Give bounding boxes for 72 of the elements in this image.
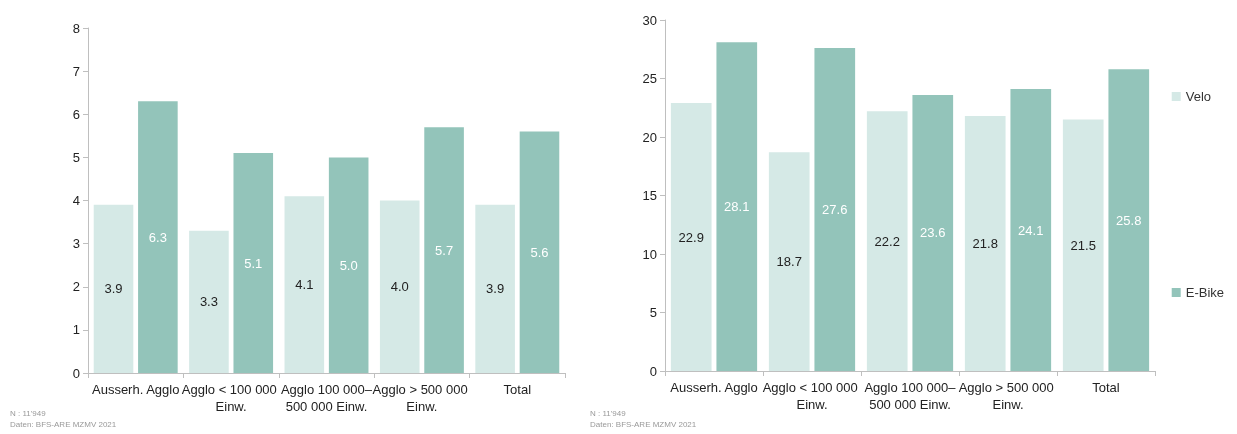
bar bbox=[866, 111, 908, 371]
bar bbox=[475, 204, 515, 373]
data-label: 23.6 bbox=[920, 225, 946, 241]
data-label: 21.8 bbox=[972, 235, 998, 251]
y-tick-label: 5 bbox=[72, 149, 80, 165]
x-tick-label: Ausserh. Agglo bbox=[670, 380, 758, 395]
bar bbox=[284, 196, 325, 373]
x-tick-label: Total bbox=[1092, 380, 1120, 395]
data-label: 3.3 bbox=[199, 294, 218, 310]
text: Daten: BFS-ARE MZMV 2021 bbox=[10, 419, 117, 429]
y-tick-label: 2 bbox=[72, 279, 80, 295]
x-tick-label: Agglo < 100 000 Einw. bbox=[762, 380, 862, 412]
data-label: 3.9 bbox=[486, 281, 505, 297]
y-tick-label: 5 bbox=[649, 305, 657, 320]
x-tick-label: Agglo 100 000–500 000 Einw. bbox=[280, 382, 373, 414]
data-label: 25.8 bbox=[1116, 212, 1142, 228]
y-tick-label: 10 bbox=[642, 246, 657, 262]
text: N : 11'949 bbox=[590, 408, 627, 418]
data-label: 18.7 bbox=[776, 254, 802, 270]
legend-label: E-Bike bbox=[1185, 285, 1225, 300]
data-label: 5.7 bbox=[435, 242, 454, 258]
x-tick-label: Total bbox=[503, 382, 532, 397]
data-label: 5.6 bbox=[530, 244, 549, 260]
data-label: 5.0 bbox=[339, 257, 358, 273]
bar bbox=[964, 115, 1006, 371]
bar bbox=[768, 152, 810, 371]
y-tick-label: 7 bbox=[72, 63, 80, 79]
data-label: 22.9 bbox=[678, 229, 704, 245]
text: N : 11'949 bbox=[10, 408, 47, 418]
bar bbox=[233, 153, 274, 373]
y-tick-label: 0 bbox=[72, 365, 80, 381]
bar bbox=[912, 94, 954, 371]
data-label: 5.1 bbox=[244, 255, 263, 271]
y-tick-label: 15 bbox=[642, 188, 657, 203]
bar bbox=[1108, 69, 1150, 371]
legend-label: Velo bbox=[1185, 89, 1212, 104]
bar bbox=[379, 200, 420, 373]
data-label: 6.3 bbox=[148, 229, 167, 245]
y-tick-label: 6 bbox=[72, 106, 80, 122]
bar bbox=[189, 230, 229, 373]
x-tick-label: Agglo > 500 000 Einw. bbox=[372, 382, 472, 414]
data-label: 27.6 bbox=[822, 202, 848, 218]
x-tick-label: Ausserh. Agglo bbox=[91, 382, 180, 397]
data-label: 4.0 bbox=[390, 279, 409, 295]
x-tick-label: Agglo < 100 000 Einw. bbox=[181, 382, 281, 414]
bar bbox=[138, 101, 178, 373]
y-tick-label: 8 bbox=[72, 20, 80, 36]
x-tick-label: Agglo > 500 000 Einw. bbox=[958, 380, 1058, 412]
y-tick-label: 25 bbox=[642, 71, 657, 86]
y-tick-label: 1 bbox=[72, 322, 80, 338]
bar bbox=[814, 48, 856, 371]
x-tick-label: Agglo 100 000–500 000 Einw. bbox=[864, 380, 957, 412]
data-label: 21.5 bbox=[1070, 237, 1096, 253]
y-tick-label: 4 bbox=[72, 193, 80, 208]
bar bbox=[1010, 89, 1052, 371]
y-tick-label: 30 bbox=[642, 12, 657, 28]
bar bbox=[328, 157, 369, 373]
data-label: 24.1 bbox=[1018, 222, 1044, 238]
data-label: 28.1 bbox=[724, 199, 750, 215]
text: Daten: BFS-ARE MZMV 2021 bbox=[590, 419, 697, 429]
data-label: 4.1 bbox=[295, 277, 314, 293]
y-tick-label: 3 bbox=[72, 236, 80, 252]
bar bbox=[424, 127, 464, 373]
bar bbox=[1062, 119, 1104, 371]
y-tick-label: 0 bbox=[649, 363, 657, 379]
bar bbox=[519, 131, 560, 373]
data-label: 3.9 bbox=[104, 281, 123, 297]
bar bbox=[716, 42, 758, 371]
bar bbox=[670, 103, 712, 371]
bar bbox=[93, 204, 134, 373]
y-tick-label: 20 bbox=[642, 129, 657, 145]
data-label: 22.2 bbox=[874, 233, 900, 249]
